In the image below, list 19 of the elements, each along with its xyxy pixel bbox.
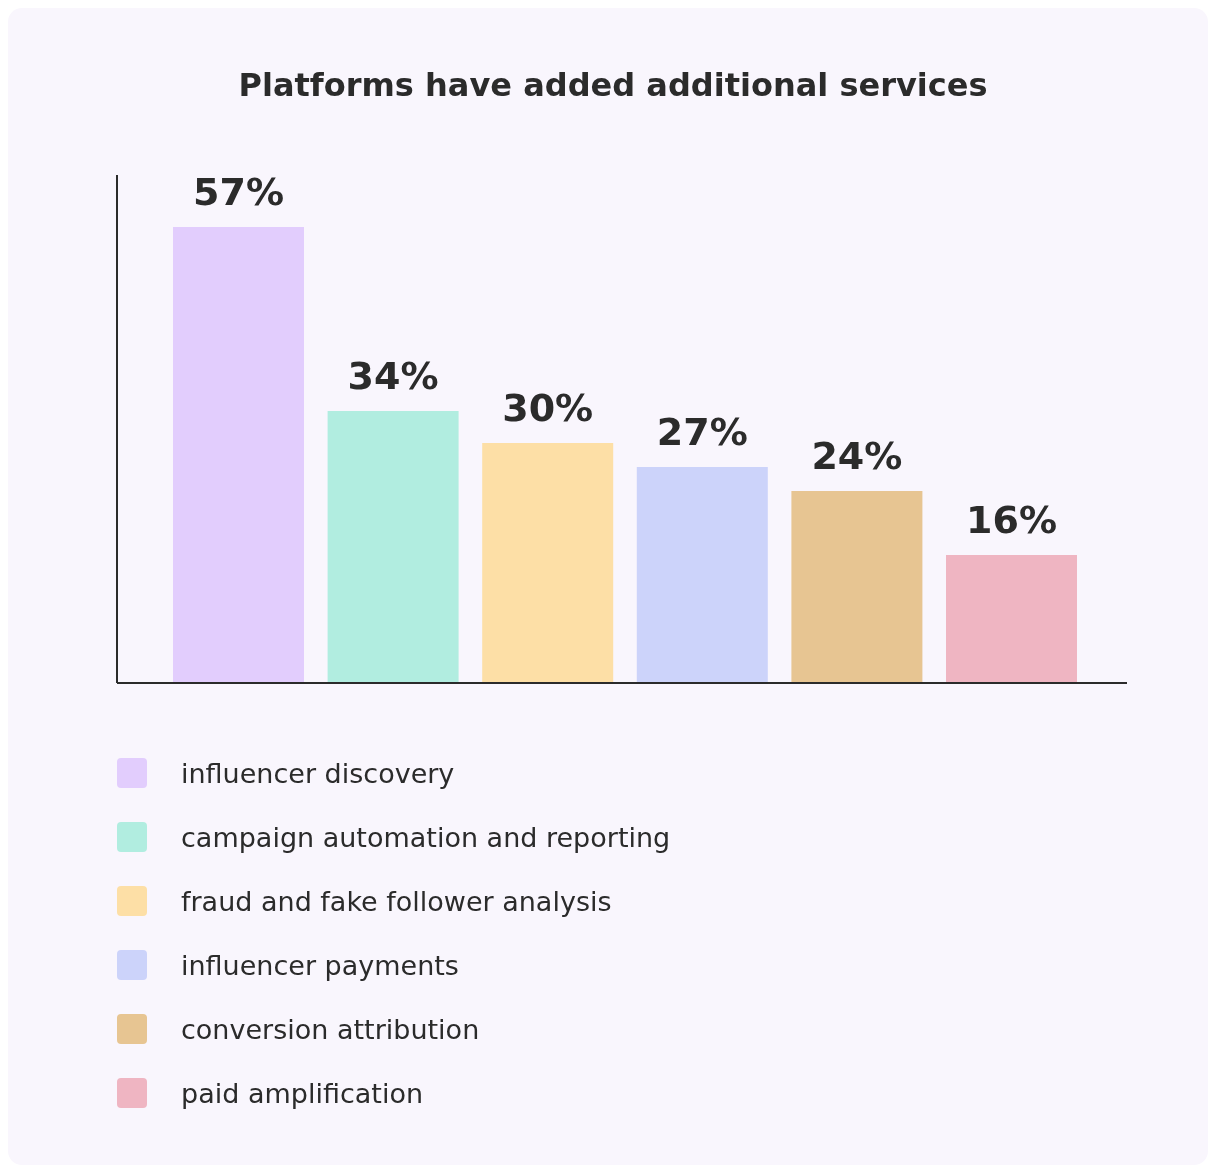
bar (791, 491, 923, 683)
bar (946, 555, 1077, 683)
data-label: 57% (193, 170, 284, 214)
bar (173, 227, 304, 683)
legend-label: influencer payments (181, 950, 459, 981)
legend-label: fraud and fake follower analysis (181, 886, 612, 917)
legend-label: campaign automation and reporting (181, 822, 671, 853)
data-label: 27% (656, 410, 748, 454)
bar (327, 411, 459, 683)
data-label: 16% (966, 498, 1057, 542)
bar (482, 443, 614, 683)
data-label: 30% (502, 386, 594, 430)
legend-label: conversion attribution (181, 1014, 480, 1045)
bar (636, 467, 768, 683)
chart-title: Platforms have added additional services (238, 66, 988, 104)
legend-label: influencer discovery (181, 758, 455, 789)
data-label: 34% (347, 354, 439, 398)
data-label: 24% (811, 434, 903, 478)
legend-label: paid amplification (181, 1078, 424, 1109)
